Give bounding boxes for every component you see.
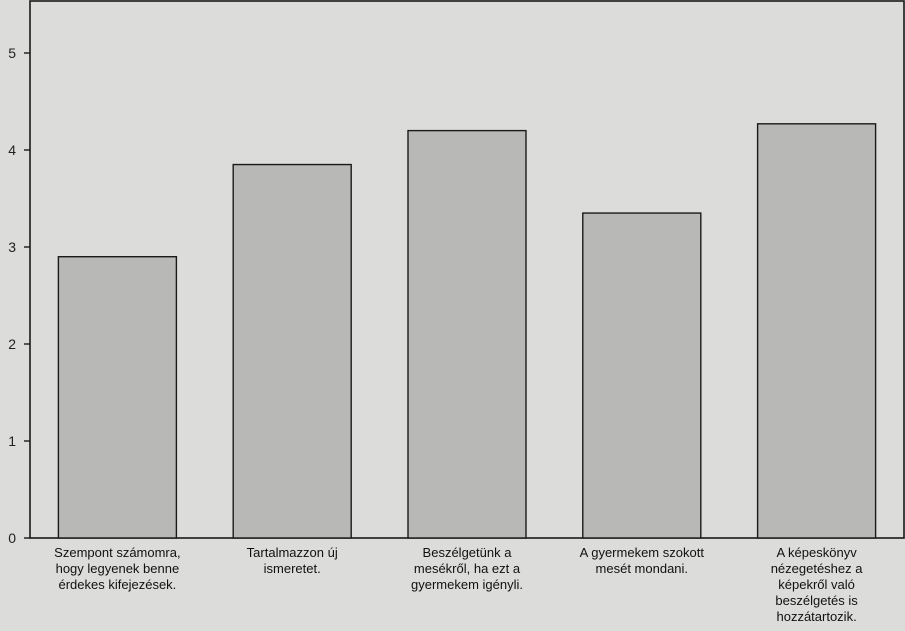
category-label-line: A képeskönyv <box>776 545 857 560</box>
bar <box>582 212 702 539</box>
category-label-line: Beszélgetünk a <box>423 545 513 560</box>
y-tick-label: 3 <box>8 239 16 255</box>
bar <box>756 123 877 539</box>
y-tick-label: 4 <box>8 142 16 158</box>
bars <box>57 123 877 539</box>
category-label: Szempont számomra, hogy legyenek benne érd… <box>54 545 180 592</box>
category-label: A képeskönyv nézegetéshez a képekről való b… <box>771 545 864 624</box>
y-tick-label: 0 <box>8 530 16 546</box>
category-label-line: A gyermekem szokott <box>580 545 705 560</box>
category-label: Tartalmazzon új ismeretet. <box>247 545 338 576</box>
category-label-line: hozzátartozik. <box>776 609 856 624</box>
x-axis-labels: Szempont számomra, hogy legyenek benne érd… <box>54 545 863 624</box>
category-label: Beszélgetünk a mesékről, ha ezt a gyermeke… <box>411 545 523 592</box>
category-label: A gyermekem szokott mesét mondani. <box>580 545 705 576</box>
category-label-line: hogy legyenek benne <box>56 561 180 576</box>
category-label-line: érdekes kifejezések. <box>59 577 177 592</box>
category-label-line: Tartalmazzon új <box>247 545 338 560</box>
category-label-line: beszélgetés is <box>775 593 858 608</box>
category-label-line: Szempont számomra, <box>54 545 180 560</box>
y-tick-label: 5 <box>8 45 16 61</box>
y-tick-label: 2 <box>8 336 16 352</box>
y-axis: 0 1 2 3 4 5 <box>8 45 30 546</box>
category-label-line: képekről való <box>778 577 855 592</box>
category-label-line: ismeretet. <box>264 561 321 576</box>
y-tick-label: 1 <box>8 433 16 449</box>
category-label-line: gyermekem igényli. <box>411 577 523 592</box>
bar <box>232 163 352 539</box>
bar <box>57 256 178 539</box>
category-label-line: nézegetéshez a <box>771 561 864 576</box>
category-label-line: mesékről, ha ezt a <box>414 561 521 576</box>
bar <box>407 129 527 539</box>
category-label-line: mesét mondani. <box>596 561 689 576</box>
